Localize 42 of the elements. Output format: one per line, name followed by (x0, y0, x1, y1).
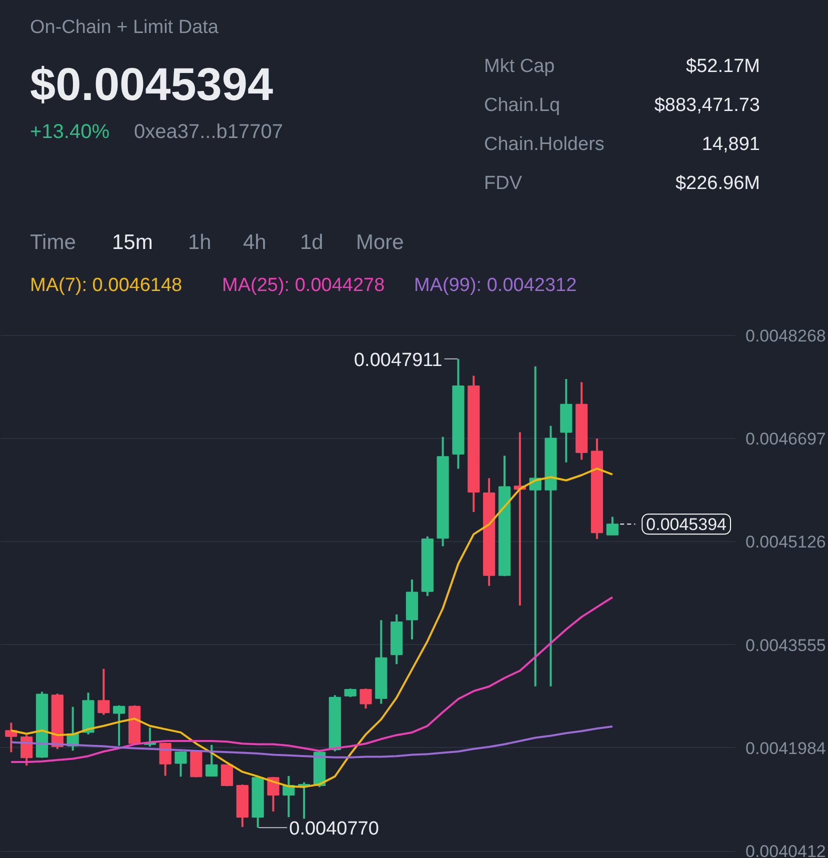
text: MA(7): 0.0046148 (30, 274, 182, 298)
y-tick-label: 0.0041984 (746, 738, 826, 758)
text: 4h (243, 230, 266, 256)
text: $883,471.73 (654, 94, 760, 118)
text: $0.0045394 (30, 57, 274, 112)
text: Time (30, 230, 76, 256)
text: MA(25): 0.0044278 (222, 274, 385, 298)
candlestick (606, 516, 618, 536)
chart-title: On-Chain + Limit Data (30, 16, 218, 40)
text: Chain.Lq (484, 94, 560, 118)
text: 15m (112, 230, 153, 256)
candlestick (98, 668, 110, 716)
text: More (356, 230, 404, 256)
candlestick (220, 764, 234, 788)
text: 1h (188, 230, 212, 256)
candlestick (159, 742, 172, 777)
candlestick (174, 750, 187, 778)
text: FDV (484, 172, 522, 196)
candlestick (5, 722, 18, 754)
text: $52.17M (686, 55, 760, 79)
candlestick (113, 704, 126, 747)
ref-line-label: 0.0045394 (646, 515, 727, 534)
candlestick (206, 744, 218, 778)
text: MA(99): 0.0042312 (414, 274, 577, 298)
annotation: 0.0040770 (289, 818, 379, 840)
text: +13.40% (30, 120, 110, 145)
annotation: 0.0047911 (354, 350, 442, 371)
y-tick-label: 0.0045126 (746, 532, 826, 552)
candlestick (360, 688, 372, 710)
text: 1d (300, 230, 324, 256)
candlestick (20, 734, 33, 767)
line-series (10, 596, 614, 763)
y-tick-label: 0.0040412 (746, 842, 826, 858)
text: $226.96M (675, 172, 760, 196)
text: Mkt Cap (484, 55, 555, 79)
y-tick-label: 0.0043555 (746, 636, 826, 655)
candlestick (267, 776, 280, 812)
y-tick-label: 0.0046697 (746, 430, 826, 449)
text: 0xea37...b17707 (134, 120, 284, 145)
text: Chain.Holders (484, 133, 604, 157)
text: 14,891 (702, 133, 760, 157)
y-tick-label: 0.0048268 (746, 326, 826, 346)
